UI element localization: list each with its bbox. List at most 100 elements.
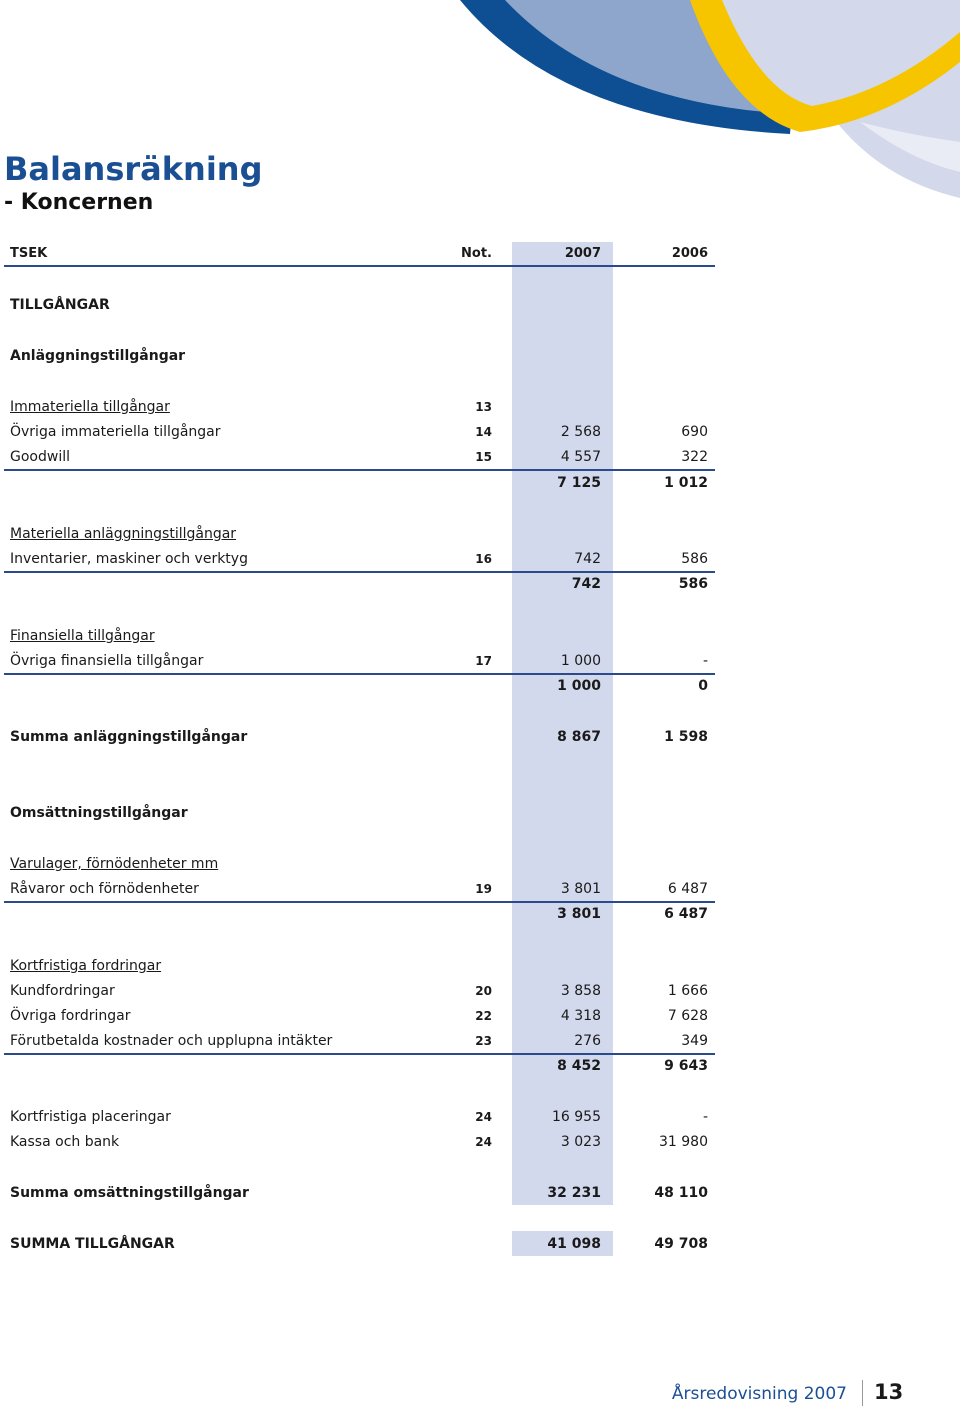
header-cell: 2006: [671, 246, 708, 261]
row-label: TILLGÅNGAR: [10, 297, 110, 313]
note: 20: [475, 984, 492, 998]
amount: 4 318: [560, 1008, 601, 1024]
row-label: Kortfristiga fordringar: [10, 958, 162, 974]
amount: 3 801: [557, 906, 601, 922]
amount: 742: [571, 576, 601, 592]
table-row: TILLGÅNGAR: [0, 296, 960, 314]
row-label: SUMMA TILLGÅNGAR: [10, 1236, 175, 1252]
rule: [4, 265, 715, 267]
table-row: Kundfordringar 20 3 858 1 666: [0, 982, 960, 1000]
row-label: Råvaror och förnödenheter: [10, 881, 199, 897]
note: 24: [475, 1110, 492, 1124]
rule: [4, 571, 715, 573]
table-row: Varulager, förnödenheter mm: [0, 855, 960, 873]
note: 15: [475, 450, 492, 464]
row-label: Inventarier, maskiner och verktyg: [10, 551, 248, 567]
row-label: Omsättningstillgångar: [10, 805, 188, 821]
table-row: Kortfristiga fordringar: [0, 957, 960, 975]
table-row: Inventarier, maskiner och verktyg 16 742 58…: [0, 550, 960, 568]
table-row: Goodwill 15 4 557 322: [0, 448, 960, 466]
row-label: Immateriella tillgångar: [10, 399, 170, 415]
amount: 322: [681, 449, 708, 465]
column-shade: [512, 1231, 613, 1256]
note: 13: [475, 400, 492, 414]
amount: 1 000: [557, 678, 601, 694]
row-label: Varulager, förnödenheter mm: [10, 856, 219, 872]
table-row: Immateriella tillgångar 13: [0, 398, 960, 416]
table-row: Kassa och bank 24 3 023 31 980: [0, 1133, 960, 1151]
rule: [4, 673, 715, 675]
note: 17: [475, 654, 492, 668]
table-row: Materiella anläggningstillgångar: [0, 525, 960, 543]
row-label: Förutbetalda kostnader och upplupna intä…: [10, 1033, 333, 1049]
amount: -: [702, 653, 708, 669]
table-row: Omsättningstillgångar: [0, 804, 960, 822]
amount: 1 000: [560, 653, 601, 669]
note: 22: [475, 1009, 492, 1023]
amount: 586: [681, 551, 708, 567]
title: Balansräkning: [4, 150, 263, 188]
table-row: SUMMA TILLGÅNGAR 41 098 49 708: [0, 1235, 960, 1253]
row-label: Kundfordringar: [10, 983, 115, 999]
amount: 32 231: [547, 1185, 601, 1201]
table-row: Kortfristiga placeringar 24 16 955 -: [0, 1108, 960, 1126]
row-label: Materiella anläggningstillgångar: [10, 526, 237, 542]
header-cell: TSEK: [10, 246, 48, 261]
divider: [862, 1380, 863, 1406]
row-label: Summa anläggningstillgångar: [10, 729, 248, 745]
decoration: [460, 0, 960, 198]
amount: 9 643: [664, 1058, 708, 1074]
amount: 3 801: [560, 881, 601, 897]
amount: 7 125: [557, 475, 601, 491]
amount: 742: [574, 551, 601, 567]
row-label: Övriga finansiella tillgångar: [10, 653, 204, 669]
table-row: Övriga fordringar 22 4 318 7 628: [0, 1007, 960, 1025]
header-cell: 2007: [564, 246, 601, 261]
column-shade: [512, 242, 613, 1205]
table-row: Anläggningstillgångar: [0, 347, 960, 365]
table-row: Summa omsättningstillgångar 32 231 48 110: [0, 1184, 960, 1202]
rule: [4, 901, 715, 903]
header-cell: Not.: [461, 246, 492, 261]
amount: 3 858: [560, 983, 601, 999]
amount: 3 023: [560, 1134, 601, 1150]
amount: 48 110: [654, 1185, 708, 1201]
amount: 276: [574, 1033, 601, 1049]
subtitle: - Koncernen: [4, 190, 154, 215]
page-number: 13: [874, 1380, 904, 1404]
header-row: TSEK Not. 2007 2006: [0, 245, 960, 263]
amount: 4 557: [560, 449, 601, 465]
amount: 1 012: [664, 475, 708, 491]
amount: 1 666: [667, 983, 708, 999]
amount: 31 980: [659, 1134, 708, 1150]
amount: 7 628: [667, 1008, 708, 1024]
amount: 586: [678, 576, 708, 592]
table-row: 742 586: [0, 575, 960, 593]
table-row: 3 801 6 487: [0, 905, 960, 923]
note: 24: [475, 1135, 492, 1149]
row-label: Anläggningstillgångar: [10, 348, 186, 364]
table-row: 8 452 9 643: [0, 1057, 960, 1075]
amount: 49 708: [654, 1236, 708, 1252]
table-row: Summa anläggningstillgångar 8 867 1 598: [0, 728, 960, 746]
amount: 0: [698, 678, 708, 694]
rule: [4, 469, 715, 471]
row-label: Summa omsättningstillgångar: [10, 1185, 249, 1201]
table-row: 7 125 1 012: [0, 474, 960, 492]
note: 23: [475, 1034, 492, 1048]
row-label: Finansiella tillgångar: [10, 628, 155, 644]
row-label: Övriga fordringar: [10, 1008, 131, 1024]
table-row: Finansiella tillgångar: [0, 627, 960, 645]
amount: 6 487: [664, 906, 708, 922]
row-label: Goodwill: [10, 449, 70, 465]
note: 19: [475, 882, 492, 896]
amount: 16 955: [552, 1109, 601, 1125]
amount: 6 487: [667, 881, 708, 897]
amount: 690: [681, 424, 708, 440]
amount: -: [702, 1109, 708, 1125]
footer-text: Årsredovisning 2007: [671, 1384, 847, 1404]
amount: 41 098: [547, 1236, 601, 1252]
amount: 1 598: [664, 729, 708, 745]
table-row: Övriga immateriella tillgångar 14 2 568 690: [0, 423, 960, 441]
